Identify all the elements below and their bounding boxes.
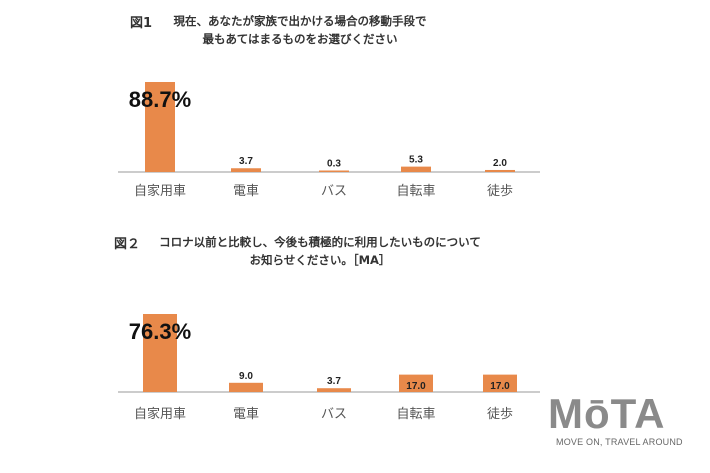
category-label-2: 電車: [233, 407, 259, 422]
figure-2: 図２ コロナ以前と比較し、今後も積極的に利用したいものについて お知らせください…: [0, 225, 710, 470]
data-label-4: 5.3: [409, 155, 423, 166]
data-label-2: 3.7: [239, 156, 253, 167]
data-label-5: 17.0: [490, 381, 510, 392]
data-label-3: 3.7: [327, 376, 341, 387]
mota-logo: MōTA: [548, 390, 666, 437]
bar-3: [319, 170, 349, 172]
category-label-1: 自家用車: [134, 406, 186, 422]
category-label-5: 徒歩: [487, 184, 513, 199]
chart-1: 88.7% 自家用車 3.7 電車 0.3 バス 5.3 自転車 2.0 徒歩: [118, 82, 540, 199]
data-label-3: 0.3: [327, 159, 341, 170]
data-label-1: 88.7%: [129, 87, 191, 112]
bar-1: [145, 82, 175, 172]
bar-3: [317, 388, 351, 392]
data-label-2: 9.0: [239, 371, 253, 382]
bar-4: [399, 374, 433, 392]
category-label-2: 電車: [233, 184, 259, 199]
category-label-1: 自家用車: [134, 183, 186, 199]
figure-1-label: 図1: [130, 16, 153, 31]
category-label-5: 徒歩: [487, 407, 513, 422]
figure-1-title: 現在、あなたが家族で出かける場合の移動手段で 最もあてはまるものをお選びください: [173, 14, 427, 46]
bar-5: [485, 169, 515, 172]
bar-2: [231, 168, 261, 172]
chart-2: 76.3% 自家用車 9.0 電車 3.7 バス 17.0 自転車 17.0 徒歩: [118, 314, 540, 422]
figure-2-title: コロナ以前と比較し、今後も積極的に利用したいものについて お知らせください。［M…: [159, 235, 481, 267]
bar-1: [143, 314, 177, 392]
category-label-3: バス: [321, 407, 347, 422]
category-label-3: バス: [321, 184, 347, 199]
bar-4: [401, 166, 431, 172]
category-label-4: 自転車: [396, 407, 435, 422]
bar-2: [229, 382, 263, 392]
figure-1: 図1 現在、あなたが家族で出かける場合の移動手段で 最もあてはまるものをお選びく…: [0, 0, 710, 215]
brand-tagline: MOVE ON, TRAVEL AROUND: [556, 437, 683, 447]
data-label-5: 2.0: [493, 158, 507, 169]
category-label-4: 自転車: [396, 184, 435, 199]
brand-watermark: MōTA MOVE ON, TRAVEL AROUND: [548, 390, 698, 448]
data-label-1: 76.3%: [129, 319, 191, 344]
bar-5: [483, 374, 517, 392]
figure-2-label: 図２: [114, 237, 141, 252]
data-label-4: 17.0: [406, 381, 426, 392]
